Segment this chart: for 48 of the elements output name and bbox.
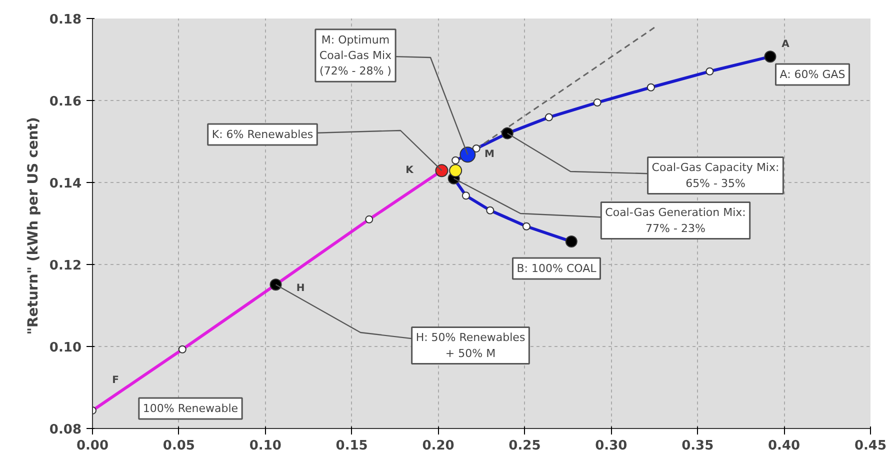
point xyxy=(449,164,462,178)
y-tick-label: 0.12 xyxy=(49,258,82,274)
annotation: A: 60% GAS xyxy=(780,68,846,81)
annotation: M: Optimum Coal-Gas Mix (72% - 28% ) xyxy=(319,33,392,78)
annotation: H: 50% Renewables + 50% M xyxy=(416,331,526,360)
annotation: A xyxy=(782,39,790,50)
annotation: K xyxy=(406,165,415,176)
point xyxy=(462,192,470,200)
point xyxy=(270,278,282,291)
point xyxy=(501,127,514,140)
annotation: B: 100% COAL xyxy=(516,262,598,275)
y-tick-label: 0.10 xyxy=(49,340,82,356)
annotation: H xyxy=(296,283,305,294)
point xyxy=(472,144,480,152)
point xyxy=(435,164,448,178)
point xyxy=(452,156,460,164)
point xyxy=(544,113,553,122)
annotation: F xyxy=(112,375,119,386)
point xyxy=(593,98,602,107)
point xyxy=(522,222,530,230)
point xyxy=(565,236,578,248)
y-tick-label: 0.18 xyxy=(49,12,82,28)
annotation: Coal-Gas Generation Mix: 77% - 23% xyxy=(605,206,746,235)
point xyxy=(460,146,476,163)
annotation: 100% Renewable xyxy=(142,402,238,415)
y-tick-label: 0.14 xyxy=(49,176,82,192)
x-tick-label: 0.10 xyxy=(249,438,282,454)
x-tick-label: 0.00 xyxy=(76,438,109,454)
x-tick-label: 0.45 xyxy=(854,438,887,454)
y-tick-label: 0.16 xyxy=(49,94,82,110)
x-tick-label: 0.05 xyxy=(162,438,195,454)
x-tick-label: 0.25 xyxy=(508,438,541,454)
x-tick-label: 0.30 xyxy=(595,438,628,454)
annotation: Coal-Gas Capacity Mix: 65% - 35% xyxy=(652,161,780,190)
x-tick-label: 0.15 xyxy=(336,438,368,454)
point xyxy=(486,206,494,214)
point xyxy=(178,345,186,354)
point xyxy=(706,67,714,76)
y-tick-label: 0.08 xyxy=(49,422,82,438)
annotation: M xyxy=(484,149,495,160)
point xyxy=(764,50,776,63)
x-tick-label: 0.35 xyxy=(682,438,714,454)
y-axis-title: "Return" (kWh per US cent) xyxy=(25,117,42,335)
annotation: K: 6% Renewables xyxy=(212,128,314,141)
x-tick-label: 0.20 xyxy=(422,438,454,454)
point xyxy=(365,215,374,224)
x-tick-label: 0.40 xyxy=(768,438,800,454)
point xyxy=(646,83,655,92)
